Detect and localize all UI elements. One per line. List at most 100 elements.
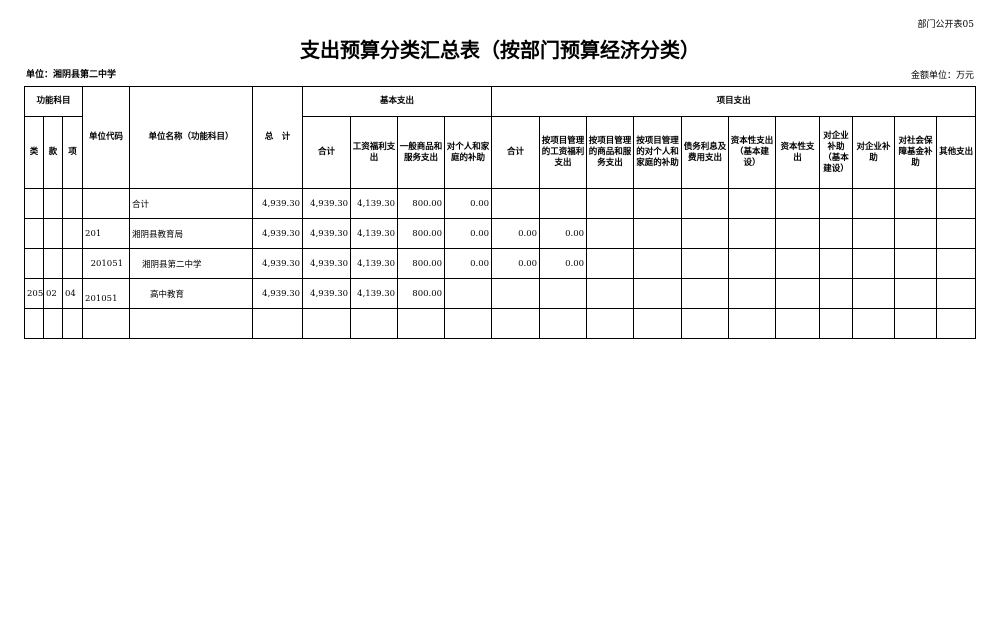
header-project-col: 按项目管理的商品和服务支出 [586, 116, 635, 189]
cell-value [444, 278, 493, 309]
cell-value [819, 248, 854, 279]
cell-value [819, 218, 854, 249]
cell-value [491, 278, 541, 309]
cell-value [491, 308, 541, 339]
cell-value [852, 218, 896, 249]
cell-value: 0.00 [444, 248, 493, 279]
cell-value [728, 308, 777, 339]
cell-value [894, 218, 938, 249]
header-func: 功能科目 [23, 86, 84, 117]
cell-value [444, 308, 493, 339]
table-row [24, 308, 977, 339]
cell-value [728, 218, 777, 249]
cell-code: 201 [82, 218, 131, 249]
cell-value [936, 308, 977, 339]
cell-value [775, 278, 821, 309]
cell-value [350, 308, 399, 339]
cell-xiang: 04 [61, 278, 84, 309]
cell-code [82, 308, 131, 339]
unit-label: 单位：湘阴县第二中学 [26, 70, 117, 80]
table-row: 205 02 04 201051 高中教育 4,939.30 4,939.30 4,139.3… [24, 278, 977, 309]
cell-value: 0.00 [491, 218, 541, 249]
cell-value [586, 218, 635, 249]
cell-value: 4,939.30 [252, 218, 304, 249]
header-project-col: 合计 [491, 116, 541, 189]
header-project-col: 资本性支出（基本建设） [728, 116, 777, 189]
cell-name [129, 308, 254, 339]
cell-lei [24, 188, 44, 219]
cell-lei: 205 [24, 278, 44, 309]
cell-value: 800.00 [397, 218, 446, 249]
header-lei: 类 [24, 116, 44, 189]
cell-value [894, 248, 938, 279]
cell-value [852, 308, 896, 339]
cell-value [633, 308, 683, 339]
cell-value [936, 278, 977, 309]
cell-value [681, 218, 730, 249]
cell-value: 4,939.30 [302, 278, 352, 309]
cell-value: 4,939.30 [302, 188, 352, 219]
cell-value [775, 218, 821, 249]
cell-value [775, 248, 821, 279]
cell-xiang [61, 218, 84, 249]
cell-value [539, 188, 588, 219]
header-project-col: 按项目管理的对个人和家庭的补助 [633, 116, 683, 189]
cell-value: 4,939.30 [252, 278, 304, 309]
header-basic-col: 工资福利支出 [350, 116, 399, 189]
money-unit-label: 金额单位：万元 [910, 71, 974, 81]
table-row: 201051 湘阴县第二中学 4,939.30 4,939.30 4,139.30 800… [24, 248, 977, 279]
cell-value [936, 188, 977, 219]
cell-value [586, 248, 635, 279]
cell-value: 0.00 [491, 248, 541, 279]
budget-table: 功能科目 单位代码 单位名称（功能科目） 总 计 基本支出 项目支出 类 款 项… [23, 86, 977, 339]
cell-value [936, 248, 977, 279]
cell-value: 4,939.30 [302, 218, 352, 249]
cell-value [819, 278, 854, 309]
header-code: 单位代码 [82, 86, 131, 189]
cell-value [852, 188, 896, 219]
cell-name: 湘阴县教育局 [129, 218, 254, 249]
cell-xiang [61, 188, 84, 219]
cell-value: 0.00 [444, 218, 493, 249]
cell-value: 0.00 [539, 248, 588, 279]
header-total: 总 计 [252, 86, 304, 189]
header-basic-col: 一般商品和服务支出 [397, 116, 446, 189]
cell-value: 0.00 [444, 188, 493, 219]
form-code: 部门公开表05 [917, 20, 974, 30]
table-row: 合计 4,939.30 4,939.30 4,139.30 800.00 0.00 [24, 188, 977, 219]
cell-value [728, 188, 777, 219]
cell-value: 800.00 [397, 248, 446, 279]
cell-value [681, 278, 730, 309]
cell-name: 合计 [129, 188, 254, 219]
cell-value: 4,139.30 [350, 188, 399, 219]
header-project-col: 对企业补助 [852, 116, 896, 189]
cell-name: 湘阴县第二中学 [129, 248, 254, 279]
cell-value [633, 218, 683, 249]
cell-value: 4,139.30 [350, 218, 399, 249]
cell-value [491, 188, 541, 219]
cell-value [633, 248, 683, 279]
header-basic: 基本支出 [302, 86, 493, 117]
page-title: 支出预算分类汇总表（按部门预算经济分类） [300, 38, 700, 62]
header-name: 单位名称（功能科目） [129, 86, 254, 189]
cell-name: 高中教育 [129, 278, 254, 309]
header-project-col: 对社会保障基金补助 [894, 116, 938, 189]
cell-value: 4,939.30 [252, 248, 304, 279]
cell-value [894, 188, 938, 219]
cell-code [82, 188, 131, 219]
cell-xiang [61, 248, 84, 279]
cell-value [775, 308, 821, 339]
cell-lei [24, 218, 44, 249]
cell-value [852, 278, 896, 309]
cell-value [728, 248, 777, 279]
cell-value [894, 308, 938, 339]
cell-code: 201051 [82, 248, 131, 279]
cell-value: 4,939.30 [252, 188, 304, 219]
cell-value [586, 188, 635, 219]
cell-value [894, 278, 938, 309]
cell-kuan [43, 218, 63, 249]
cell-value [539, 278, 588, 309]
cell-value [633, 278, 683, 309]
cell-value [852, 248, 896, 279]
cell-value [397, 308, 446, 339]
